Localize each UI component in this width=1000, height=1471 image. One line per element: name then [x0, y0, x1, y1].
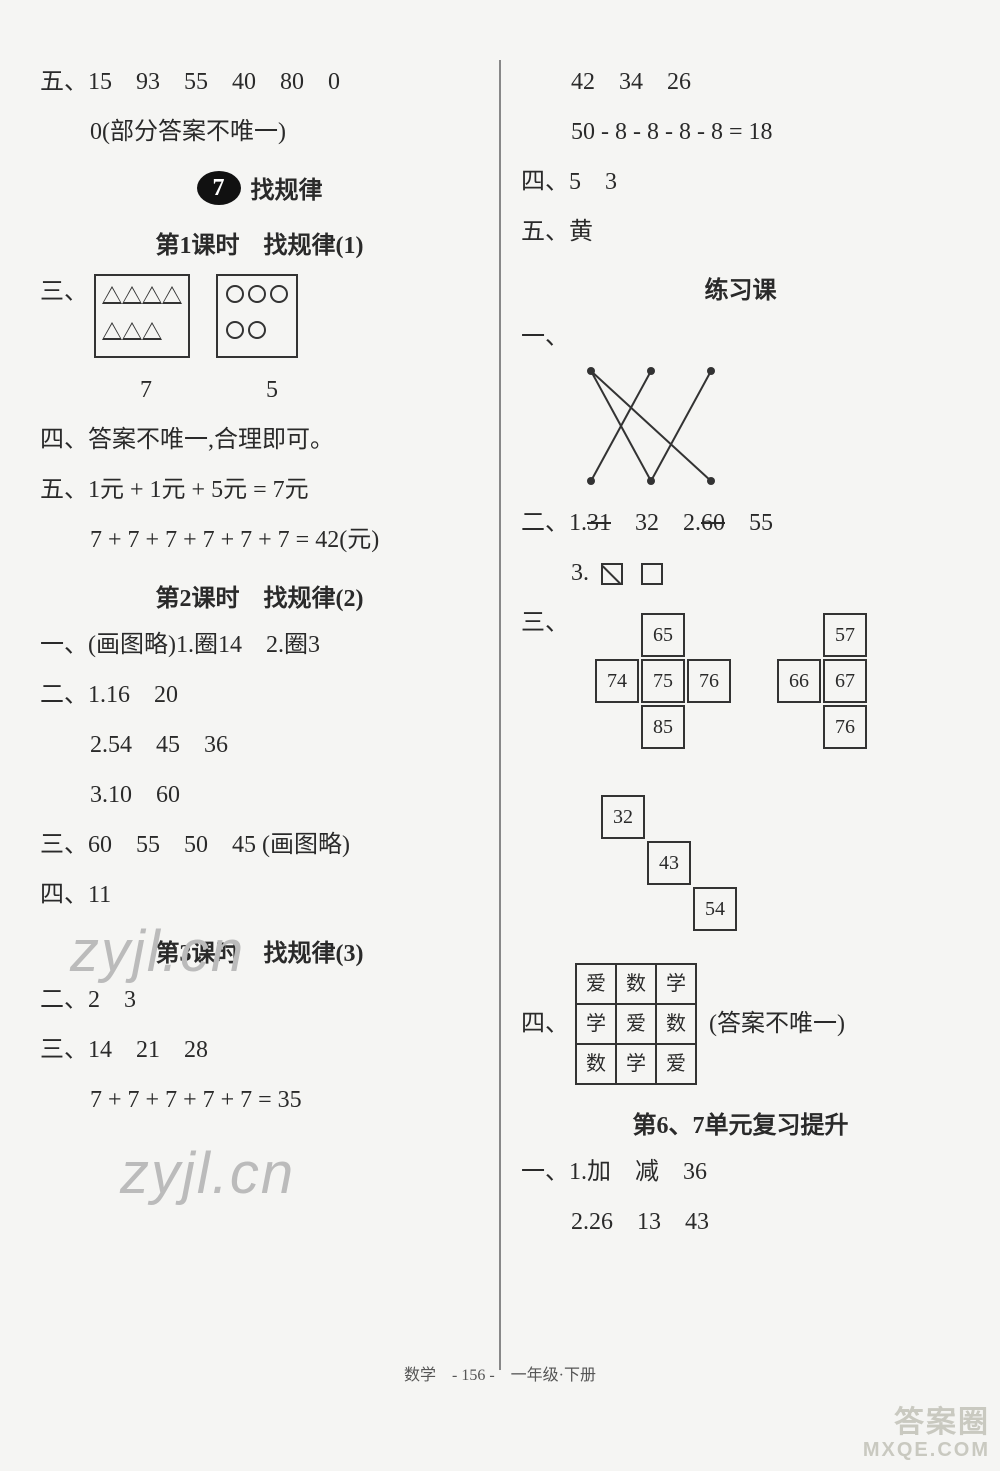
text-line: 一、1.加 减 36: [521, 1154, 960, 1190]
text-line: 3.: [521, 555, 960, 591]
matching-diagram-row: 一、: [521, 319, 960, 491]
count-triangles: 7: [86, 372, 206, 408]
label: 四、: [521, 1011, 569, 1037]
text-line: 五、黄: [521, 214, 960, 250]
text-line: 四、11: [40, 877, 479, 913]
lesson-heading: 第3课时 找规律(3): [40, 933, 479, 968]
label: 一、: [521, 324, 569, 350]
diag-grid-row: 32 43 54: [521, 787, 960, 943]
square-icon: [641, 563, 663, 585]
text-line: 五、15 93 55 40 80 0: [40, 64, 479, 100]
page: 五、15 93 55 40 80 0 0(部分答案不唯一) 7 找规律 第1课时…: [0, 0, 1000, 1400]
shape-counts: 7 5: [40, 372, 479, 408]
text-line: 42 34 26: [521, 64, 960, 100]
diagonal-grid: 32 43 54: [601, 795, 741, 935]
section-7-heading: 7 找规律: [40, 170, 479, 205]
text-line: 7 + 7 + 7 + 7 + 7 + 7 = 42(元): [40, 522, 479, 558]
char-grid: 爱数学 学爱数 数学爱: [575, 963, 697, 1085]
text-line: 二、2 3: [40, 982, 479, 1018]
text-line: 五、1元 + 1元 + 5元 = 7元: [40, 472, 479, 508]
count-circles: 5: [212, 372, 332, 408]
left-column: 五、15 93 55 40 80 0 0(部分答案不唯一) 7 找规律 第1课时…: [20, 50, 499, 1380]
text-line: 二、1.16 20: [40, 677, 479, 713]
cross-matching-diagram: [571, 361, 731, 491]
text-line: 2.26 13 43: [521, 1204, 960, 1240]
text-line: 二、1.31 32 2.60 55: [521, 505, 960, 541]
plus-grid-2: 57 66 67 76: [777, 613, 869, 749]
note: (答案不唯一): [709, 1011, 845, 1037]
practice-heading: 练习课: [521, 270, 960, 305]
text-line: 一、(画图略)1.圈14 2.圈3: [40, 627, 479, 663]
text-line: 三、14 21 28: [40, 1032, 479, 1068]
plus-grid-1: 65 74 75 76 85: [595, 613, 731, 749]
page-footer: 数学 - 156 - 一年级·下册: [0, 1361, 1000, 1385]
right-column: 42 34 26 50 - 8 - 8 - 8 - 8 = 18 四、5 3 五…: [501, 50, 980, 1380]
text-line: 四、5 3: [521, 164, 960, 200]
label: 三、: [40, 279, 88, 305]
unit-review-heading: 第6、7单元复习提升: [521, 1105, 960, 1140]
text-line: 0(部分答案不唯一): [40, 114, 479, 150]
text-line: 7 + 7 + 7 + 7 + 7 = 35: [40, 1082, 479, 1118]
crossed-square-icon: [601, 563, 623, 585]
number-grids-row: 三、 65 74 75 76 85 57 66 67 76: [521, 605, 960, 757]
triangle-box: [94, 274, 190, 358]
text-line: 2.54 45 36: [40, 727, 479, 763]
text-line: 3.10 60: [40, 777, 479, 813]
mini-grid-row: 四、 爱数学 学爱数 数学爱 (答案不唯一): [521, 963, 960, 1085]
section-number-badge: 7: [197, 171, 241, 205]
corner-watermark: 答案圈 MXQE.COM: [863, 1406, 990, 1461]
lesson-heading: 第2课时 找规律(2): [40, 578, 479, 613]
circle-box: [216, 274, 298, 358]
text-line: 三、60 55 50 45 (画图略): [40, 827, 479, 863]
text-line: 四、答案不唯一,合理即可。: [40, 422, 479, 458]
section-title-text: 找规律: [251, 170, 323, 205]
label: 三、: [521, 610, 569, 636]
question-3-shapes: 三、: [40, 274, 479, 358]
lesson-heading: 第1课时 找规律(1): [40, 225, 479, 260]
text-line: 50 - 8 - 8 - 8 - 8 = 18: [521, 114, 960, 150]
